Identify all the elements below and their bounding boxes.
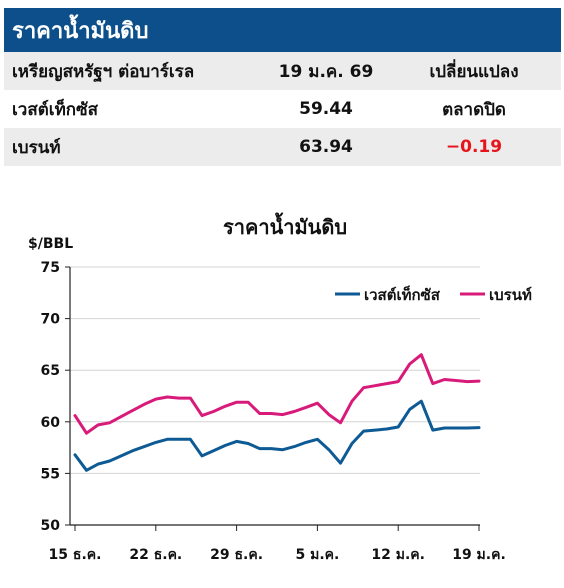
table-header-row: เหรียญสหรัฐฯ ต่อบาร์เรล 19 ม.ค. 69 เปลี่… [4,52,561,90]
series-line-0 [73,399,481,472]
row-price: 59.44 [299,99,353,119]
chart-legend: เวสต์เท็กซัส เบรนท์ [335,285,532,304]
x-tick-label: 22 ธ.ค. [129,547,182,563]
table-row-brent: เบรนท์ 63.94 −0.19 [4,128,561,166]
legend-label: เวสต์เท็กซัส [364,285,441,304]
row-name: เวสต์เท็กซัส [12,99,98,120]
y-tick-label: 70 [41,312,61,328]
header-unit-label: เหรียญสหรัฐฯ ต่อบาร์เรล [12,61,195,82]
row-change: ตลาดปิด [442,99,506,120]
header-change: เปลี่ยนแปลง [429,61,519,82]
y-tick-label: 60 [41,415,61,431]
header-date: 19 ม.ค. 69 [278,61,374,82]
row-change: −0.19 [445,137,503,157]
x-tick-label: 12 ม.ค. [371,547,425,563]
legend-label: เบรนท์ [489,286,532,304]
y-tick-label: 75 [41,260,60,276]
row-price: 63.94 [299,137,353,157]
row-name: เบรนท์ [12,137,61,158]
series-line-1 [73,353,481,435]
table-title: ราคาน้ำมันดิบ [4,8,561,52]
table-row-wti: เวสต์เท็กซัส 59.44 ตลาดปิด [4,90,561,128]
y-tick-label: 55 [41,466,60,482]
chart-title: ราคาน้ำมันดิบ [223,212,347,239]
y-axis-unit: $/BBL [28,236,73,252]
x-tick-label: 29 ธ.ค. [210,547,263,563]
y-tick-label: 65 [41,363,60,379]
x-tick-label: 19 ม.ค. [452,547,506,563]
x-tick-label: 5 ม.ค. [295,547,339,563]
y-tick-label: 50 [41,518,61,534]
x-tick-label: 15 ธ.ค. [49,547,102,563]
